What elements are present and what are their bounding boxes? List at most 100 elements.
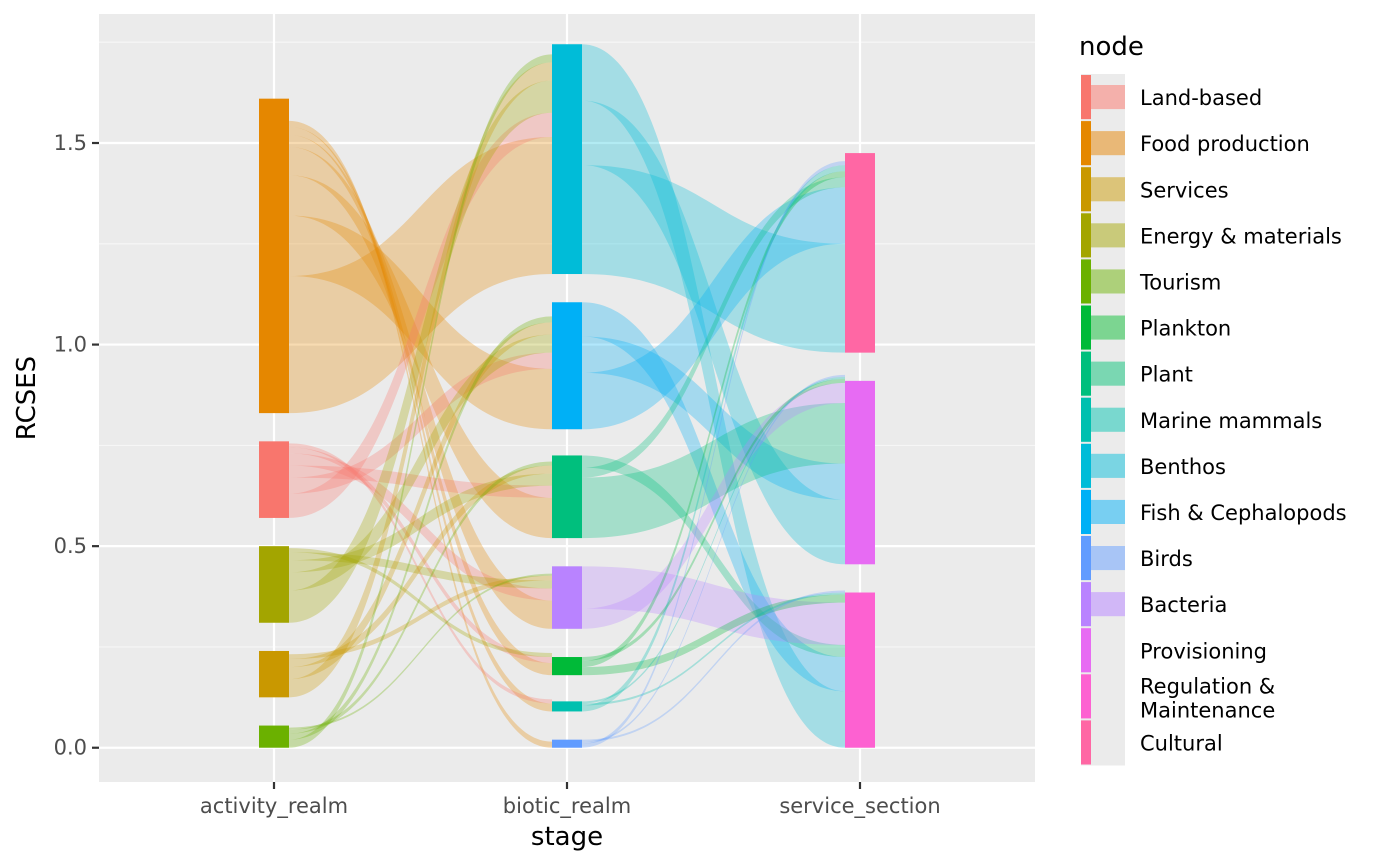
stage-node [259,725,289,748]
flow-ribbon [582,592,845,706]
legend-node-swatch [1081,582,1091,627]
legend-label: Land-based [1140,86,1262,110]
legend-item: Plant [1081,351,1193,396]
legend-item: Land-based [1081,75,1262,120]
legend-title: node [1079,32,1144,62]
legend-node-swatch [1081,397,1091,442]
flow-ribbon [289,120,552,748]
legend-label: Cultural [1140,731,1223,755]
legend-node-swatch [1081,536,1091,581]
x-tick-label: service_section [779,794,940,819]
legend-label: Energy & materials [1140,224,1342,248]
flow-ribbon [289,352,552,494]
flow-ribbons [289,44,845,748]
legend-item: Marine mammals [1081,397,1322,442]
y-tick-label: 0.0 [54,736,87,760]
axes: 0.0 0.5 1.0 1.5 activity_realm biotic_realm se… [54,131,941,819]
stage-node [259,546,289,623]
legend-item: Regulation &Maintenance [1081,674,1275,722]
flow-ribbon [289,573,552,730]
legend-flow-swatch [1090,85,1125,110]
flow-ribbon [289,126,552,712]
flow-ribbon [582,403,845,539]
stage-node [552,566,582,629]
legend-item: Tourism [1081,259,1221,304]
legend-flow-swatch [1090,592,1125,617]
legend-item: Food production [1081,121,1310,166]
y-axis-title: RCSES [12,356,42,440]
flow-ribbon [582,376,845,704]
legend-label: Provisioning [1140,639,1267,663]
flow-ribbon [289,175,552,539]
x-tick-label: activity_realm [200,794,348,819]
legend-flow-swatch [1090,361,1125,386]
flow-ribbon [582,100,845,565]
legend-node-swatch [1081,628,1091,673]
stage-node [845,380,875,565]
stage-node [552,455,582,539]
flow-ribbon [582,378,845,662]
flow-ribbon [582,566,845,645]
stage-node [845,592,875,748]
flow-ribbon [582,165,845,353]
legend-item: Cultural [1081,720,1223,765]
flow-ribbon [582,302,845,692]
legend-label: Bacteria [1140,593,1227,617]
legend-item: Fish & Cephalopods [1081,489,1347,534]
legend-label: Maintenance [1140,698,1275,722]
flow-ribbon [289,215,552,430]
flow-ribbon [289,80,552,623]
legend-item: Plankton [1081,305,1231,350]
legend-item: Provisioning [1081,628,1267,673]
flow-ribbon [582,161,845,748]
legend-item: Benthos [1081,443,1226,488]
legend-label: Tourism [1139,270,1221,294]
legend-flow-swatch [1090,546,1125,571]
legend-label: Plant [1140,363,1193,387]
legend-node-swatch [1081,121,1091,166]
legend-node-swatch [1081,443,1091,488]
legend-label: Food production [1140,132,1310,156]
flow-ribbon [582,187,845,430]
legend-flow-swatch [1090,453,1125,478]
stage-node [552,739,582,748]
stage-node [552,44,582,275]
legend-label: Services [1140,178,1229,202]
legend-item: Bacteria [1081,582,1227,627]
flow-ribbon [289,575,552,660]
flow-ribbon [582,455,845,658]
flow-ribbon [289,147,552,629]
flow-ribbon [582,590,845,742]
flow-ribbon [582,374,845,744]
legend-item: Energy & materials [1081,213,1342,258]
stage-node [552,657,582,676]
stage-node [845,153,875,353]
stage-nodes [259,44,875,748]
stage-node [259,650,289,698]
legend-flow-swatch [1090,269,1125,294]
legend-label: Regulation & [1140,674,1275,698]
legend-flow-swatch [1090,407,1125,432]
legend-node-swatch [1081,259,1091,304]
flow-ribbon [582,165,845,712]
flow-ribbon [582,177,845,478]
legend-node-swatch [1081,75,1091,120]
flow-ribbon [289,447,552,664]
legend-node-swatch [1081,489,1091,534]
flow-ribbon [582,336,845,500]
stage-node [552,302,582,430]
legend-item: Birds [1081,536,1193,581]
legend-flow-swatch [1090,315,1125,340]
legend-label: Benthos [1140,455,1226,479]
y-tick-label: 1.5 [54,131,87,155]
legend: node Land-based Food production Services En… [1079,32,1347,766]
flow-ribbon [289,134,552,676]
stage-node [552,701,582,712]
legend-node-swatch [1081,167,1091,212]
legend-node-swatch [1081,305,1091,350]
legend-node-swatch [1081,674,1091,719]
legend-label: Birds [1140,547,1193,571]
legend-flow-swatch [1090,177,1125,202]
x-tick-label: biotic_realm [503,794,631,819]
